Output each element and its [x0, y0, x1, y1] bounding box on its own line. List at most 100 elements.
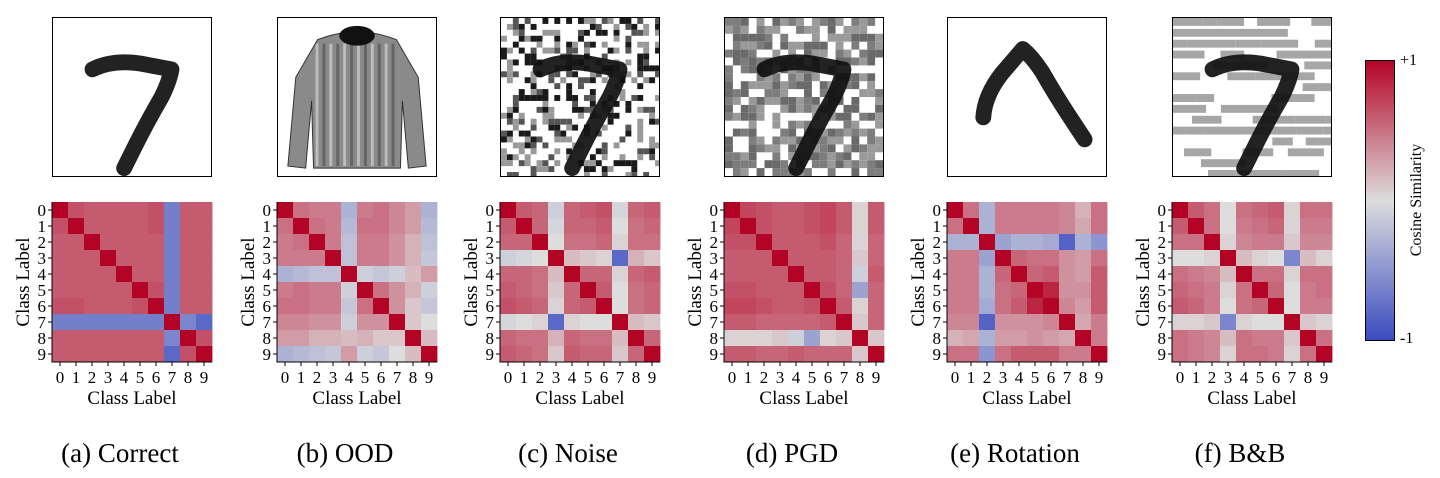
sample-image — [52, 17, 212, 177]
heatmap-cell — [68, 250, 85, 267]
x-tick-label: 9 — [1320, 368, 1329, 387]
heatmap-cell — [1011, 314, 1028, 331]
heatmap-cell — [868, 330, 885, 347]
heatmap-cell — [788, 218, 805, 235]
heatmap-cell — [1075, 330, 1092, 347]
x-tick-label: 2 — [983, 368, 992, 387]
heatmap-cell — [132, 266, 149, 283]
y-tick-label: 6 — [486, 297, 495, 316]
heatmap-cell — [1091, 346, 1108, 363]
y-tick-label: 0 — [263, 201, 272, 220]
heatmap-cell — [148, 250, 165, 267]
y-tick-label: 1 — [933, 217, 942, 236]
x-tick-label: 9 — [425, 368, 434, 387]
heatmap-cell — [1091, 202, 1108, 219]
heatmap-cell — [580, 218, 597, 235]
heatmap-cell — [116, 314, 133, 331]
heatmap-cell — [277, 266, 294, 283]
x-tick-label: 4 — [1240, 368, 1249, 387]
x-tick-label: 1 — [744, 368, 753, 387]
heatmap-cell — [772, 234, 789, 251]
heatmap-cell — [1027, 250, 1044, 267]
heatmap-cell — [644, 346, 661, 363]
heatmap-cell — [532, 250, 549, 267]
heatmap-cell — [516, 346, 533, 363]
heatmap-cell — [580, 346, 597, 363]
heatmap-cell — [1011, 202, 1028, 219]
heatmap-cell — [1220, 314, 1237, 331]
heatmap-cell — [836, 346, 853, 363]
heatmap-cell — [995, 234, 1012, 251]
x-tick-label: 4 — [345, 368, 354, 387]
heatmap-cell — [309, 266, 326, 283]
x-axis-label: Class Label — [1207, 388, 1296, 409]
heatmap-cell — [1204, 282, 1221, 299]
heatmap-cell — [196, 298, 213, 315]
heatmap-cell — [516, 298, 533, 315]
heatmap-cell — [325, 330, 342, 347]
heatmap-cell — [68, 330, 85, 347]
heatmap-cell — [421, 298, 438, 315]
heatmap-cell — [148, 282, 165, 299]
heatmap-cell — [1188, 250, 1205, 267]
heatmap-cell — [868, 282, 885, 299]
heatmap-cell — [868, 314, 885, 331]
heatmap-cell — [852, 218, 869, 235]
heatmap-cell — [1075, 282, 1092, 299]
heatmap-cell — [979, 234, 996, 251]
heatmap-cell — [516, 330, 533, 347]
heatmap-cell — [724, 202, 741, 219]
heatmap-cell — [612, 202, 629, 219]
y-tick-label: 7 — [710, 313, 719, 332]
heatmap-cell — [947, 266, 964, 283]
heatmap-cell — [373, 266, 390, 283]
heatmap-cell — [1300, 218, 1317, 235]
heatmap-cell — [644, 266, 661, 283]
heatmap-cell — [1268, 282, 1285, 299]
heatmap-cell — [1220, 234, 1237, 251]
heatmap-cell — [84, 330, 101, 347]
heatmap-cell — [1172, 218, 1189, 235]
y-tick-label: 2 — [486, 233, 495, 252]
heatmap-cell — [804, 250, 821, 267]
heatmap-cell — [148, 298, 165, 315]
heatmap-cell — [947, 234, 964, 251]
heatmap-cell — [1300, 202, 1317, 219]
heatmap-cell — [1043, 266, 1060, 283]
x-tick-label: 2 — [536, 368, 545, 387]
heatmap-cell — [500, 250, 517, 267]
y-tick-label: 2 — [933, 233, 942, 252]
heatmap-cell — [1300, 282, 1317, 299]
heatmap-cell — [132, 282, 149, 299]
heatmap-cell — [68, 346, 85, 363]
x-tick-label: 9 — [872, 368, 881, 387]
heatmap-cell — [756, 266, 773, 283]
heatmap-cell — [852, 234, 869, 251]
heatmap-cell — [116, 330, 133, 347]
y-tick-label: 8 — [486, 329, 495, 348]
heatmap-cell — [52, 266, 69, 283]
heatmap-cell — [500, 218, 517, 235]
heatmap-cell — [1316, 298, 1333, 315]
heatmap-cell — [84, 234, 101, 251]
heatmap-cell — [421, 218, 438, 235]
x-tick-label: 0 — [281, 368, 290, 387]
heatmap-cell — [548, 314, 565, 331]
heatmap-cell — [1172, 346, 1189, 363]
heatmap-cell — [836, 202, 853, 219]
heatmap-cell — [740, 266, 757, 283]
heatmap-cell — [341, 234, 358, 251]
x-tick-label: 4 — [1015, 368, 1024, 387]
heatmap-cell — [1188, 346, 1205, 363]
heatmap-cell — [68, 298, 85, 315]
y-axis-label: Class Label — [13, 237, 34, 326]
heatmap-cell — [405, 202, 422, 219]
heatmap-cell — [947, 314, 964, 331]
heatmap-cell — [1011, 298, 1028, 315]
x-tick-label: 5 — [584, 368, 593, 387]
heatmap-cell — [1091, 298, 1108, 315]
heatmap-cell — [1188, 282, 1205, 299]
heatmap-cell — [612, 234, 629, 251]
heatmap-cell — [740, 282, 757, 299]
